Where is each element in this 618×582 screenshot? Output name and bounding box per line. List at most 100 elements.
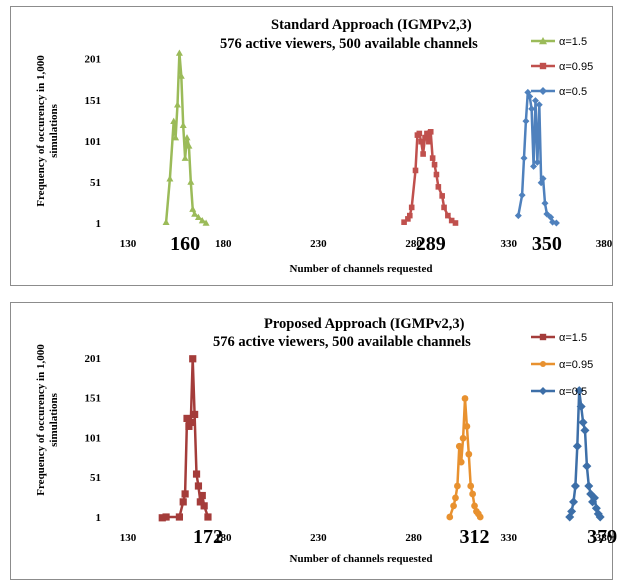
peak-annotation: 289 bbox=[416, 233, 446, 255]
data-point bbox=[535, 101, 543, 109]
x-tick-label: 130 bbox=[120, 238, 137, 250]
data-point bbox=[584, 481, 594, 491]
data-point bbox=[175, 49, 183, 56]
data-point bbox=[520, 154, 528, 162]
data-point bbox=[191, 210, 199, 217]
x-tick-label: 380 bbox=[596, 532, 613, 544]
data-point bbox=[589, 493, 599, 503]
peak-annotation: 160 bbox=[170, 233, 200, 255]
legend-entry: α=0.5 bbox=[531, 386, 587, 398]
proposed-approach-chart: Proposed Approach (IGMPv2,3) 576 active v… bbox=[35, 316, 617, 565]
data-point bbox=[569, 497, 579, 507]
data-point bbox=[541, 199, 549, 207]
data-point bbox=[416, 130, 423, 137]
data-point bbox=[576, 401, 586, 411]
data-point bbox=[580, 425, 590, 435]
data-point bbox=[448, 217, 455, 224]
chart-subtitle: 576 active viewers, 500 available channe… bbox=[213, 334, 471, 350]
data-point bbox=[405, 216, 411, 222]
data-point bbox=[179, 121, 187, 129]
data-point bbox=[185, 422, 193, 430]
legend-entry: α=0.95 bbox=[531, 359, 593, 371]
data-point bbox=[187, 178, 195, 185]
data-point bbox=[435, 184, 442, 190]
data-point bbox=[539, 175, 547, 183]
series-2 bbox=[401, 129, 459, 226]
data-point bbox=[570, 481, 580, 491]
series-1 bbox=[158, 355, 212, 522]
legend-swatch-marker bbox=[539, 333, 547, 341]
data-point bbox=[461, 395, 469, 402]
legend-swatch-marker bbox=[539, 37, 547, 45]
legend-entry: α=1.5 bbox=[531, 332, 587, 344]
y-tick-label: 1 bbox=[96, 218, 102, 230]
data-point bbox=[189, 355, 197, 363]
data-point bbox=[187, 418, 195, 426]
data-point bbox=[424, 130, 430, 137]
data-point bbox=[543, 210, 551, 218]
data-point bbox=[567, 506, 577, 516]
data-point bbox=[552, 219, 560, 227]
data-point bbox=[450, 502, 457, 510]
data-point bbox=[418, 138, 425, 145]
legend-entry: α=0.5 bbox=[531, 86, 587, 98]
data-point bbox=[177, 72, 185, 79]
data-point bbox=[588, 497, 598, 507]
chart-subtitle: 576 active viewers, 500 available channe… bbox=[220, 36, 478, 52]
peak-annotation: 172 bbox=[193, 526, 223, 548]
y-tick-label: 1 bbox=[96, 512, 102, 524]
legend-label: α=0.5 bbox=[559, 386, 587, 398]
data-point bbox=[463, 422, 471, 430]
data-point bbox=[455, 442, 463, 450]
legend-entry: α=0.95 bbox=[531, 61, 593, 73]
data-point bbox=[578, 417, 588, 427]
data-point bbox=[426, 138, 432, 145]
standard-approach-chart: Standard Approach (IGMPv2,3) 576 active v… bbox=[35, 17, 613, 275]
standard-approach-chart-panel: Standard Approach (IGMPv2,3) 576 active v… bbox=[10, 6, 613, 286]
data-point bbox=[175, 513, 184, 521]
data-point bbox=[204, 513, 212, 521]
proposed-approach-chart-panel: Proposed Approach (IGMPv2,3) 576 active v… bbox=[10, 302, 617, 580]
data-point bbox=[202, 219, 210, 226]
data-point bbox=[194, 482, 203, 490]
x-tick-label: 130 bbox=[120, 532, 137, 544]
data-point bbox=[408, 204, 415, 211]
x-tick-label: 230 bbox=[310, 238, 327, 250]
data-point bbox=[452, 220, 459, 226]
legend-swatch-marker bbox=[539, 87, 547, 95]
data-point bbox=[191, 410, 199, 419]
legend-label: α=1.5 bbox=[559, 36, 587, 48]
x-tick-label: 280 bbox=[405, 238, 422, 250]
x-tick-label: 180 bbox=[215, 238, 232, 250]
data-point bbox=[412, 167, 419, 174]
data-point bbox=[406, 212, 413, 219]
data-point bbox=[172, 134, 180, 141]
y-tick-label: 51 bbox=[90, 177, 101, 189]
data-point bbox=[476, 513, 484, 521]
x-tick-label: 330 bbox=[501, 532, 518, 544]
data-point bbox=[530, 162, 538, 170]
legend-swatch-marker bbox=[540, 361, 546, 367]
data-point bbox=[183, 414, 191, 423]
data-point bbox=[469, 490, 476, 498]
chart-title: Standard Approach (IGMPv2,3) bbox=[271, 17, 472, 33]
y-tick-label: 101 bbox=[85, 432, 102, 444]
data-point bbox=[183, 134, 191, 141]
x-axis-title: Number of channels requested bbox=[290, 263, 433, 275]
data-point bbox=[514, 212, 522, 220]
data-point bbox=[531, 97, 539, 105]
series-3 bbox=[565, 386, 605, 522]
data-point bbox=[162, 513, 170, 521]
data-point bbox=[441, 204, 447, 211]
data-point bbox=[166, 175, 174, 182]
series-3 bbox=[514, 88, 560, 227]
x-tick-label: 180 bbox=[215, 532, 232, 544]
data-point bbox=[401, 219, 407, 225]
data-point bbox=[446, 513, 454, 521]
y-axis-title: Frequency of occurency in 1,000simulatio… bbox=[35, 344, 60, 496]
legend-label: α=0.5 bbox=[559, 86, 587, 98]
legend-label: α=0.95 bbox=[559, 359, 593, 371]
y-tick-label: 151 bbox=[85, 95, 102, 107]
y-tick-label: 201 bbox=[85, 54, 102, 66]
data-point bbox=[522, 117, 530, 125]
